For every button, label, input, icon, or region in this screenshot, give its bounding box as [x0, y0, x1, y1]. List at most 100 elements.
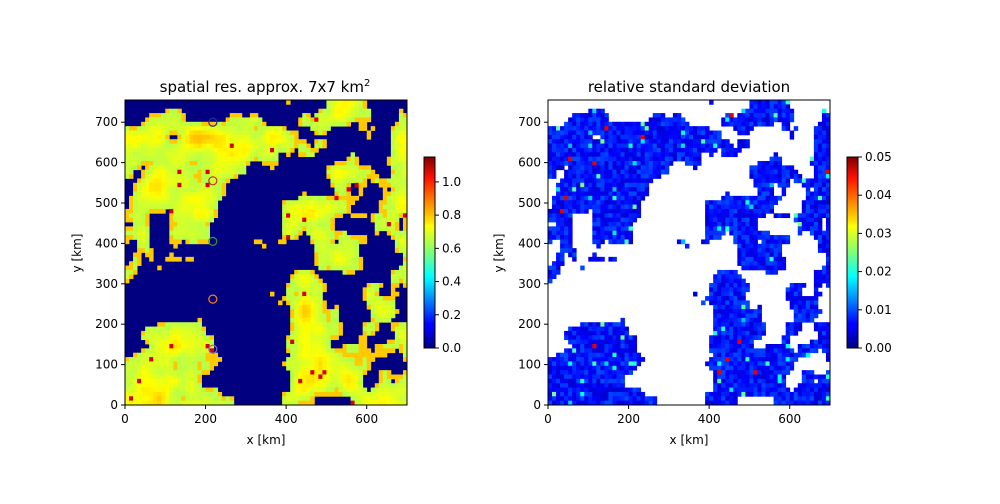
heatmap-cell — [326, 196, 330, 201]
heatmap-cell — [753, 165, 757, 170]
heatmap-cell — [782, 178, 786, 183]
heatmap-cell — [612, 375, 616, 380]
heatmap-cell — [302, 283, 306, 288]
heatmap-cell — [596, 231, 600, 236]
heatmap-cell — [270, 157, 274, 162]
heatmap-cell — [210, 388, 214, 393]
heatmap-cell — [238, 161, 242, 166]
heatmap-cell — [173, 340, 177, 345]
heatmap-cell — [757, 327, 761, 332]
heatmap-cell — [290, 344, 294, 349]
heatmap-cell — [681, 152, 685, 157]
heatmap-cell — [343, 357, 347, 362]
heatmap-cell — [600, 209, 604, 214]
heatmap-cell — [141, 187, 145, 192]
heatmap-cell — [741, 366, 745, 371]
heatmap-cell — [596, 109, 600, 114]
heatmap-cell — [193, 379, 197, 384]
heatmap-cell — [612, 348, 616, 353]
heatmap-cell — [298, 396, 302, 401]
heatmap-cell — [616, 388, 620, 393]
heatmap-cell — [149, 353, 153, 358]
heatmap-cell — [133, 266, 137, 271]
heatmap-cell — [701, 135, 705, 140]
heatmap-cell — [210, 335, 214, 340]
heatmap-cell — [290, 357, 294, 362]
heatmap-cell — [822, 327, 826, 332]
heatmap-cell — [572, 388, 576, 393]
heatmap-cell — [572, 187, 576, 192]
heatmap-cell — [310, 222, 314, 227]
heatmap-cell — [621, 148, 625, 153]
heatmap-cell — [786, 235, 790, 240]
heatmap-cell — [814, 178, 818, 183]
heatmap-cell — [774, 109, 778, 114]
heatmap-cell — [141, 366, 145, 371]
heatmap-cell — [185, 196, 189, 201]
heatmap-cell — [298, 139, 302, 144]
heatmap-cell — [604, 353, 608, 358]
heatmap-cell — [782, 396, 786, 401]
heatmap-cell — [169, 357, 173, 362]
heatmap-cell — [745, 248, 749, 253]
heatmap-cell — [786, 361, 790, 366]
heatmap-cell — [770, 196, 774, 201]
heatmap-cell — [612, 322, 616, 327]
heatmap-cell — [564, 218, 568, 223]
heatmap-cell — [661, 148, 665, 153]
heatmap-cell — [612, 126, 616, 131]
heatmap-cell — [193, 174, 197, 179]
heatmap-cell — [347, 209, 351, 214]
heatmap-cell — [193, 370, 197, 375]
heatmap-cell — [383, 209, 387, 214]
heatmap-cell — [326, 113, 330, 118]
heatmap-cell — [383, 348, 387, 353]
heatmap-cell — [181, 209, 185, 214]
heatmap-cell — [351, 266, 355, 271]
heatmap-cell — [157, 161, 161, 166]
heatmap-cell — [198, 218, 202, 223]
heatmap-cell — [391, 161, 395, 166]
heatmap-cell — [822, 187, 826, 192]
heatmap-cell — [564, 213, 568, 218]
heatmap-cell — [770, 383, 774, 388]
heatmap-cell — [753, 322, 757, 327]
heatmap-cell — [556, 366, 560, 371]
heatmap-cell — [560, 218, 564, 223]
heatmap-cell — [753, 257, 757, 262]
heatmap-cell — [330, 222, 334, 227]
heatmap-cell — [782, 122, 786, 127]
heatmap-cell — [137, 353, 141, 358]
heatmap-cell — [709, 213, 713, 218]
heatmap-cell — [363, 340, 367, 345]
heatmap-cell — [395, 135, 399, 140]
heatmap-cell — [153, 327, 157, 332]
heatmap-cell — [616, 165, 620, 170]
heatmap-cell — [657, 131, 661, 136]
heatmap-cell — [814, 287, 818, 292]
heatmap-cell — [782, 340, 786, 345]
heatmap-cell — [379, 222, 383, 227]
heatmap-cell — [274, 139, 278, 144]
heatmap-cell — [560, 205, 564, 210]
heatmap-cell — [185, 231, 189, 236]
heatmap-cell — [145, 235, 149, 240]
heatmap-cell — [649, 161, 653, 166]
heatmap-cell — [347, 187, 351, 192]
heatmap-cell — [766, 344, 770, 349]
heatmap-cell — [391, 327, 395, 332]
heatmap-cell — [709, 340, 713, 345]
heatmap-cell — [685, 126, 689, 131]
heatmap-cell — [814, 222, 818, 227]
heatmap-cell — [802, 383, 806, 388]
heatmap-cell — [770, 192, 774, 197]
heatmap-cell — [564, 205, 568, 210]
heatmap-cell — [753, 353, 757, 358]
heatmap-cell — [145, 183, 149, 188]
heatmap-cell — [282, 135, 286, 140]
heatmap-cell — [741, 287, 745, 292]
heatmap-cell — [282, 126, 286, 131]
heatmap-cell — [153, 139, 157, 144]
heatmap-cell — [165, 344, 169, 349]
heatmap-cell — [786, 165, 790, 170]
